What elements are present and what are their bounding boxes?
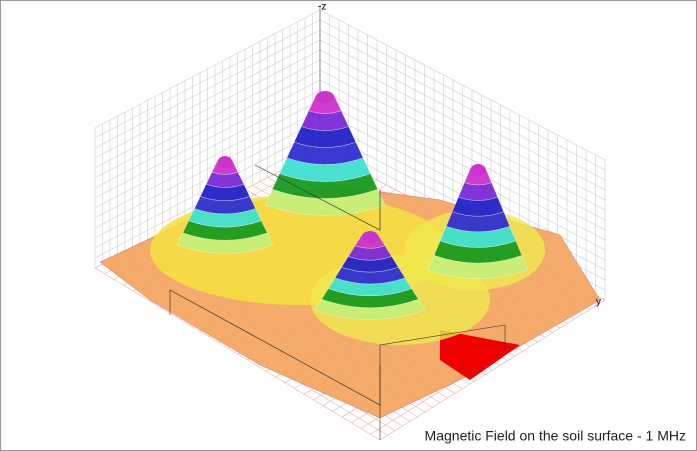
wall-grid-line xyxy=(94,89,321,209)
wire-edge xyxy=(379,324,506,346)
wall-grid-line xyxy=(94,69,321,189)
wall-grid-line xyxy=(319,69,606,221)
wall-grid-line xyxy=(94,19,321,139)
cone-tip xyxy=(217,156,233,168)
y-axis-label: y xyxy=(596,297,601,308)
wall-grid-line xyxy=(94,79,321,199)
wall-grid-line xyxy=(94,59,321,179)
surface xyxy=(99,91,601,440)
wall-grid-line xyxy=(94,9,321,129)
wall-grid-line xyxy=(319,79,606,231)
wall-grid-line xyxy=(94,99,321,219)
chart-title: Magnetic Field on the soil surface - 1 M… xyxy=(425,428,686,444)
wall-grid-line xyxy=(319,49,606,201)
wall-grid-line xyxy=(94,49,321,169)
cone-tip xyxy=(470,164,486,176)
floor-grid-line xyxy=(379,299,606,441)
wall-grid-line xyxy=(94,109,321,229)
wall-grid-line xyxy=(319,9,606,161)
z-axis-label: -z xyxy=(318,2,326,13)
wall-grid-line xyxy=(319,99,606,251)
wall-grid-line xyxy=(319,29,606,181)
cone-band xyxy=(458,182,498,201)
wall-grid-line xyxy=(319,39,606,191)
wall-grid-line xyxy=(319,89,606,241)
cone-tip xyxy=(361,231,379,243)
wall-grid-line xyxy=(94,119,321,239)
wire-box xyxy=(254,164,381,231)
wall-grid-line xyxy=(319,19,606,171)
wall-grid-line xyxy=(94,29,321,149)
cone-tip xyxy=(316,91,334,103)
wall-grid-line xyxy=(319,59,606,211)
wall-grid-line xyxy=(94,39,321,159)
surface-red xyxy=(440,330,520,380)
